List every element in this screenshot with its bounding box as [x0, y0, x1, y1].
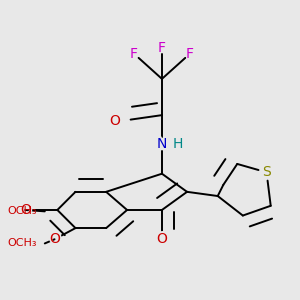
- Text: S: S: [260, 163, 272, 181]
- Text: F: F: [128, 45, 140, 63]
- Text: O: O: [106, 112, 120, 130]
- Text: F: F: [186, 47, 194, 61]
- Text: H: H: [173, 137, 184, 152]
- Text: F: F: [130, 47, 138, 61]
- Text: O: O: [155, 230, 169, 248]
- Text: O: O: [109, 114, 120, 128]
- Text: F: F: [156, 39, 168, 57]
- Text: F: F: [158, 41, 166, 55]
- Text: O: O: [20, 203, 31, 217]
- Text: OCH₃: OCH₃: [7, 238, 36, 248]
- Text: N: N: [157, 137, 167, 152]
- Text: S: S: [262, 165, 271, 179]
- Text: OCH₃: OCH₃: [7, 206, 36, 216]
- Text: N: N: [155, 135, 169, 153]
- Text: F: F: [184, 45, 196, 63]
- Text: O: O: [47, 230, 62, 248]
- Text: H: H: [173, 135, 187, 153]
- Text: O: O: [49, 232, 60, 246]
- Text: O: O: [157, 232, 167, 246]
- Text: O: O: [18, 201, 32, 219]
